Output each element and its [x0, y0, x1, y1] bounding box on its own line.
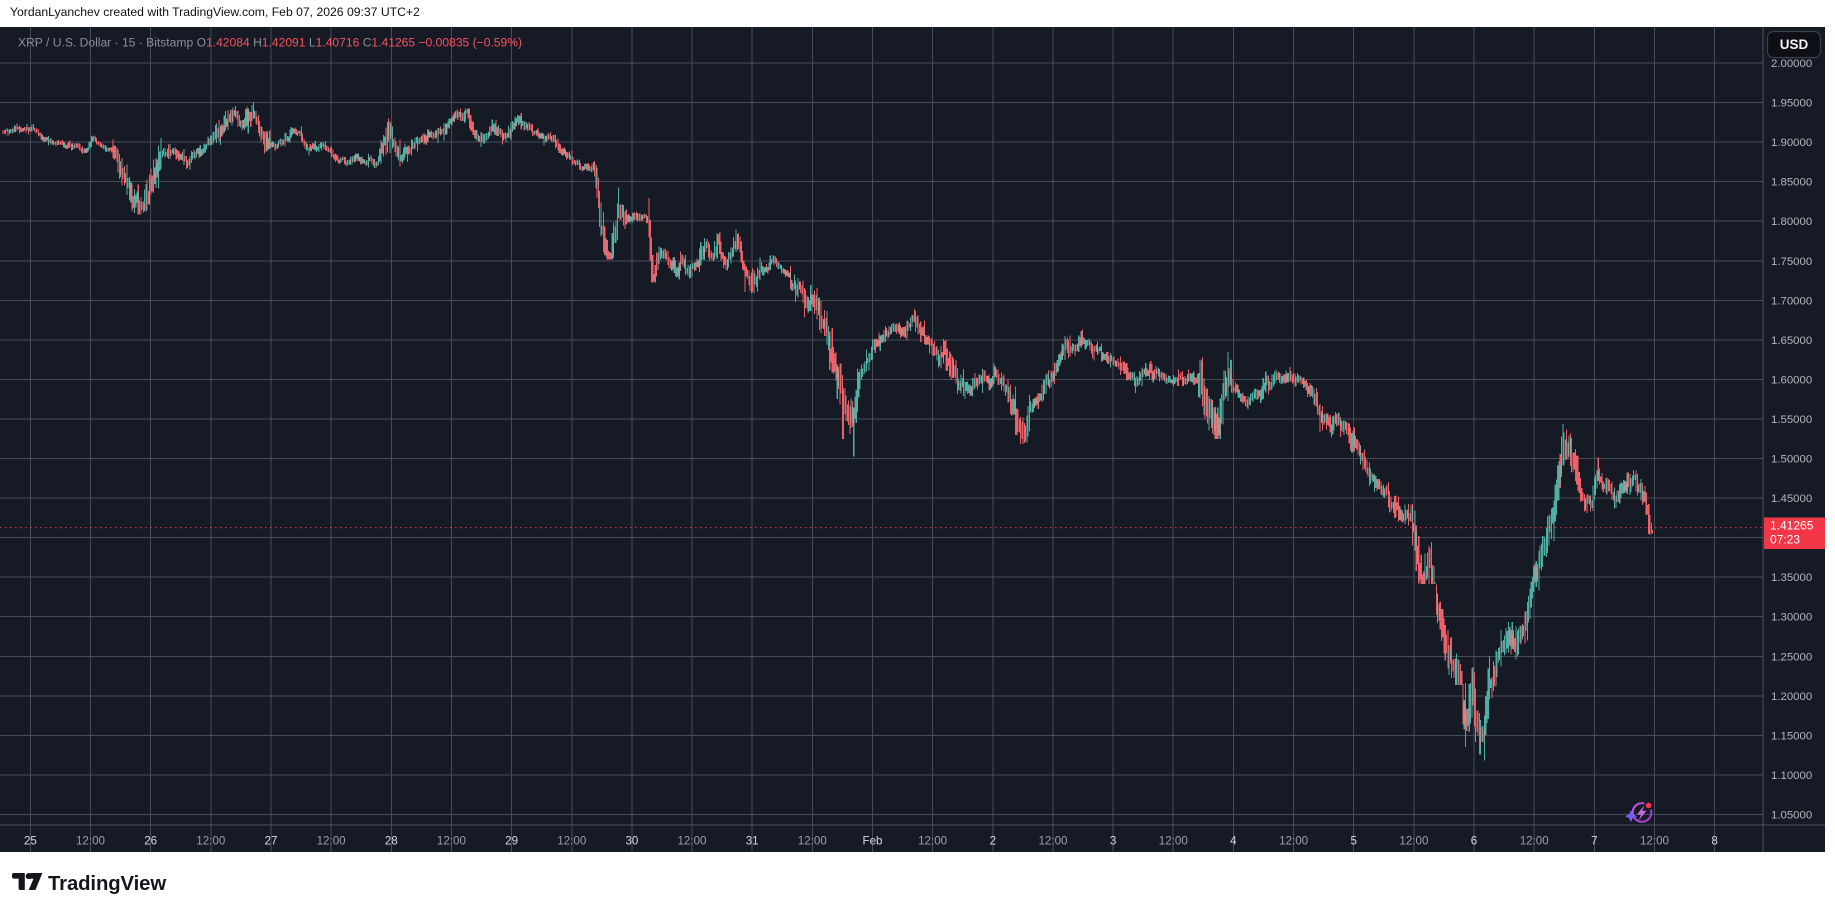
svg-text:1.20000: 1.20000: [1771, 691, 1812, 703]
svg-text:12:00: 12:00: [437, 835, 466, 848]
svg-text:12:00: 12:00: [1038, 835, 1067, 848]
svg-text:1.35000: 1.35000: [1771, 572, 1812, 584]
svg-text:1.45000: 1.45000: [1771, 493, 1812, 505]
svg-text:2.00000: 2.00000: [1771, 58, 1812, 70]
svg-text:5: 5: [1350, 835, 1356, 848]
svg-text:12:00: 12:00: [798, 835, 827, 848]
svg-text:12:00: 12:00: [1279, 835, 1308, 848]
svg-text:6: 6: [1471, 835, 1477, 848]
svg-text:7: 7: [1591, 835, 1597, 848]
svg-text:4: 4: [1230, 835, 1237, 848]
svg-text:1.70000: 1.70000: [1771, 295, 1812, 307]
svg-text:1.75000: 1.75000: [1771, 256, 1812, 268]
svg-text:1.30000: 1.30000: [1771, 612, 1812, 624]
svg-text:12:00: 12:00: [1520, 835, 1549, 848]
svg-text:12:00: 12:00: [1399, 835, 1428, 848]
svg-text:1.90000: 1.90000: [1771, 137, 1812, 149]
svg-text:Feb: Feb: [863, 835, 883, 848]
svg-text:1.95000: 1.95000: [1771, 98, 1812, 110]
svg-text:1.55000: 1.55000: [1771, 414, 1812, 426]
svg-text:30: 30: [625, 835, 638, 848]
svg-text:31: 31: [746, 835, 759, 848]
svg-text:USD: USD: [1780, 37, 1809, 52]
svg-text:1.50000: 1.50000: [1771, 454, 1812, 466]
svg-text:07:23: 07:23: [1770, 533, 1800, 547]
svg-text:1.10000: 1.10000: [1771, 770, 1812, 782]
svg-text:1.65000: 1.65000: [1771, 335, 1812, 347]
svg-text:8: 8: [1711, 835, 1717, 848]
svg-text:29: 29: [505, 835, 518, 848]
svg-text:25: 25: [24, 835, 37, 848]
svg-text:1.15000: 1.15000: [1771, 730, 1812, 742]
svg-text:1.05000: 1.05000: [1771, 810, 1812, 822]
svg-text:12:00: 12:00: [196, 835, 225, 848]
svg-text:2: 2: [990, 835, 996, 848]
svg-text:1.41265: 1.41265: [1770, 519, 1814, 533]
svg-text:1.85000: 1.85000: [1771, 177, 1812, 189]
svg-text:12:00: 12:00: [1640, 835, 1669, 848]
svg-text:12:00: 12:00: [918, 835, 947, 848]
svg-text:1.25000: 1.25000: [1771, 651, 1812, 663]
svg-text:12:00: 12:00: [76, 835, 105, 848]
svg-text:26: 26: [144, 835, 157, 848]
svg-text:28: 28: [385, 835, 398, 848]
svg-text:27: 27: [265, 835, 278, 848]
svg-text:XRP / U.S. Dollar · 15 · Bitst: XRP / U.S. Dollar · 15 · Bitstamp O1.420…: [18, 36, 522, 50]
svg-text:12:00: 12:00: [1159, 835, 1188, 848]
svg-text:12:00: 12:00: [317, 835, 346, 848]
svg-text:12:00: 12:00: [677, 835, 706, 848]
svg-text:1.80000: 1.80000: [1771, 216, 1812, 228]
svg-text:3: 3: [1110, 835, 1116, 848]
svg-text:1.60000: 1.60000: [1771, 374, 1812, 386]
svg-text:TradingView: TradingView: [48, 873, 166, 895]
svg-text:12:00: 12:00: [557, 835, 586, 848]
